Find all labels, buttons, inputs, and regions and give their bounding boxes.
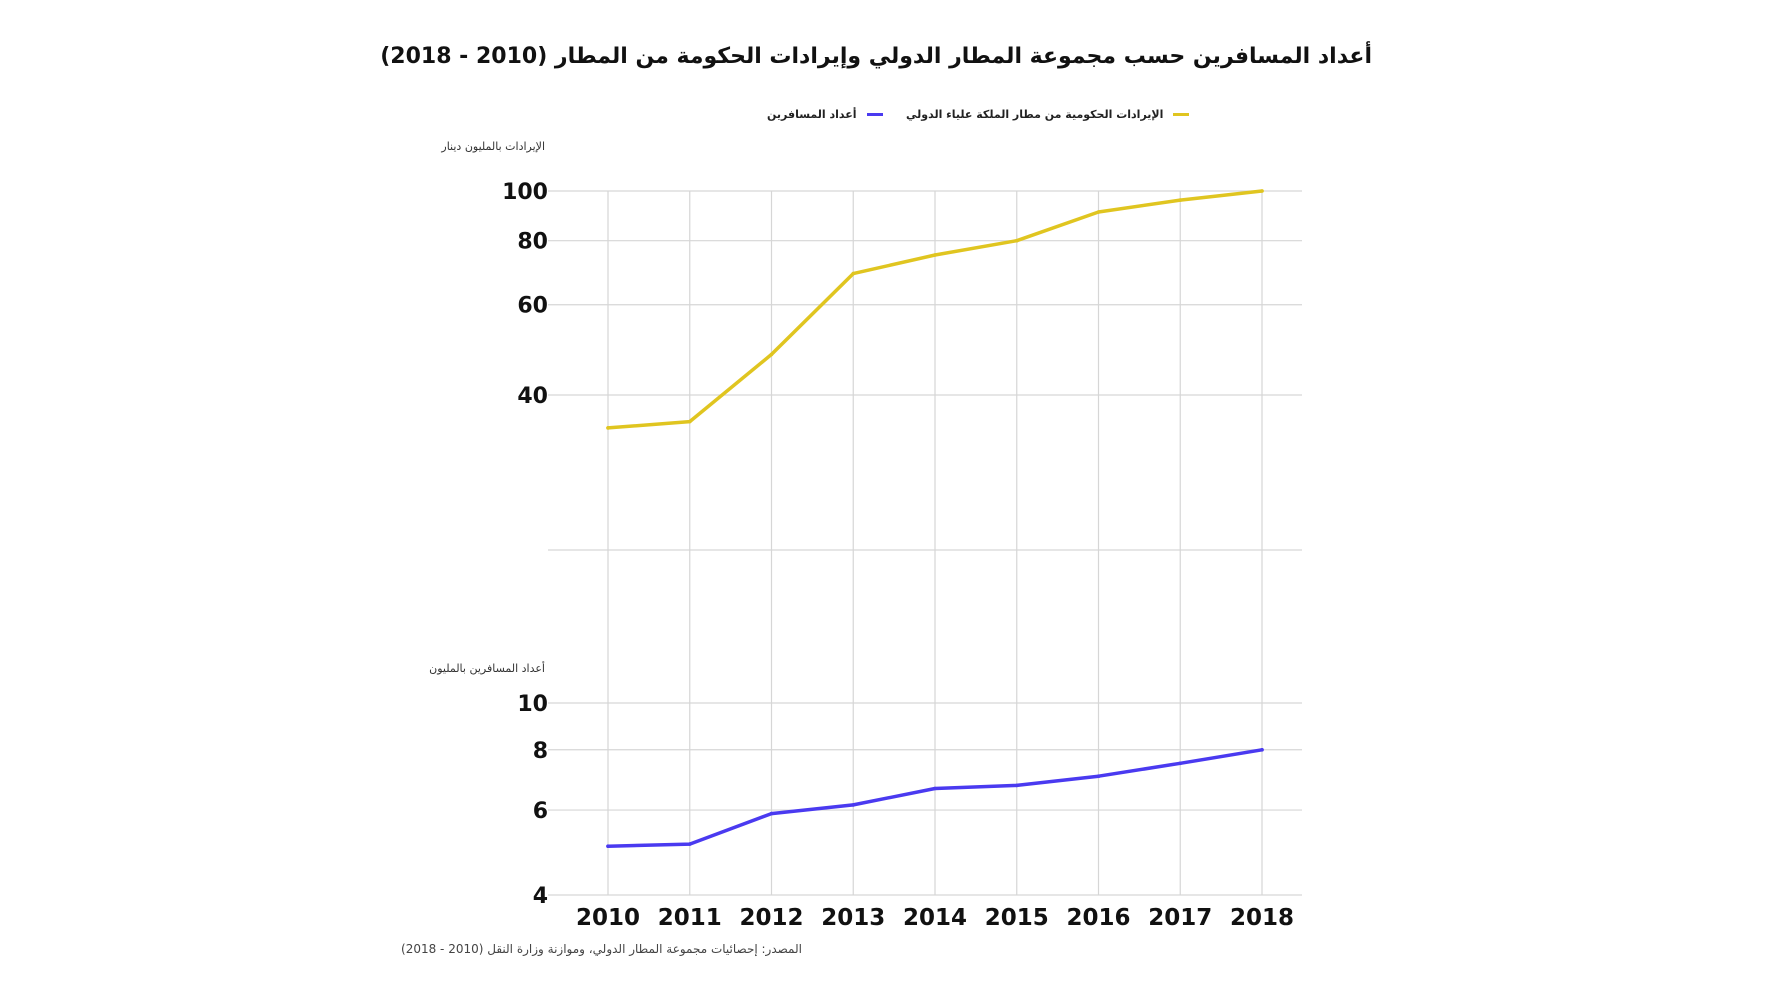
tick-layer: 40 60 80 100 4 6 8 10 2010 2011 2012 2013 2014 2015 20… — [502, 180, 1294, 931]
passengers-point-2012 — [769, 811, 774, 816]
revenue-point-2014 — [933, 253, 937, 257]
passengers-axis-title: أعداد المسافرين بالمليون — [429, 662, 545, 675]
passengers-point-2017 — [1178, 761, 1183, 766]
revenue-point-2018 — [1260, 189, 1264, 193]
revenue-ytick-label-100: 100 — [502, 180, 548, 205]
revenue-point-2012 — [769, 352, 774, 357]
passengers-point-2015 — [1014, 783, 1019, 788]
xtick-label-2016: 2016 — [1066, 905, 1130, 931]
revenue-ytick-label-60: 60 — [517, 294, 548, 319]
xtick-label-2010: 2010 — [576, 905, 640, 931]
chart-title: أعداد المسافرين حسب مجموعة المطار الدولي… — [380, 44, 1372, 69]
xtick-label-2012: 2012 — [739, 905, 803, 931]
legend-label-revenue: الإيرادات الحكومية من مطار الملكة علياء … — [906, 108, 1164, 121]
xtick-label-2017: 2017 — [1148, 905, 1212, 931]
passengers-point-2010 — [606, 844, 610, 848]
passengers-ytick-label-8: 8 — [533, 739, 548, 764]
series-layer — [606, 189, 1264, 848]
passengers-ytick-label-10: 10 — [517, 692, 548, 717]
xtick-label-2018: 2018 — [1230, 905, 1294, 931]
xtick-label-2014: 2014 — [903, 905, 967, 931]
passengers-ytick-label-6: 6 — [533, 799, 548, 824]
revenue-ytick-label-80: 80 — [517, 230, 548, 255]
passengers-ytick-label-4: 4 — [533, 884, 548, 909]
revenue-point-2010 — [606, 426, 610, 430]
legend-label-passengers: أعداد المسافرين — [767, 108, 857, 121]
passengers-point-2018 — [1260, 748, 1264, 752]
legend-swatch-revenue — [1173, 113, 1190, 116]
grid-layer — [548, 190, 1302, 896]
revenue-point-2016 — [1096, 210, 1101, 214]
xtick-label-2013: 2013 — [821, 905, 885, 931]
xtick-label-2011: 2011 — [658, 905, 722, 931]
revenue-point-2013 — [851, 271, 856, 276]
xtick-label-2015: 2015 — [985, 905, 1049, 931]
legend-swatch-passengers — [866, 113, 883, 116]
revenue-point-2017 — [1178, 198, 1183, 202]
passengers-point-2014 — [933, 786, 937, 791]
revenue-point-2011 — [687, 419, 692, 424]
source-note: المصدر: إحصائيات مجموعة المطار الدولي، و… — [401, 942, 802, 956]
legend-item-passengers[interactable]: أعداد المسافرين — [767, 108, 883, 121]
revenue-axis-title: الإيرادات بالمليون دينار — [441, 140, 545, 153]
revenue-point-2015 — [1014, 238, 1019, 243]
legend-item-revenue[interactable]: الإيرادات الحكومية من مطار الملكة علياء … — [906, 108, 1190, 121]
revenue-ytick-label-40: 40 — [517, 384, 548, 409]
passengers-point-2013 — [851, 803, 856, 807]
passengers-point-2011 — [687, 842, 692, 846]
passengers-point-2016 — [1096, 774, 1101, 778]
